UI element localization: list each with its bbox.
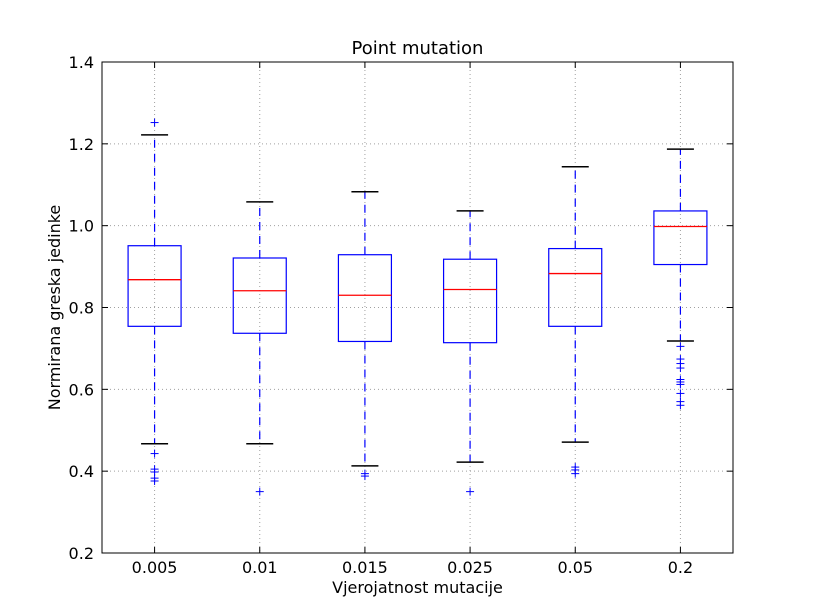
grid-lines bbox=[102, 62, 733, 553]
outlier-marker bbox=[676, 375, 685, 384]
boxes bbox=[127, 118, 708, 496]
iqr-box bbox=[232, 257, 287, 334]
y-tick-label: 0.2 bbox=[69, 544, 94, 563]
y-tick-label: 0.8 bbox=[69, 299, 94, 318]
x-tick-label: 0.2 bbox=[668, 558, 693, 577]
iqr-box bbox=[337, 254, 393, 343]
chart-title: Point mutation bbox=[352, 38, 484, 59]
outlier-marker bbox=[150, 118, 159, 127]
outlier-marker bbox=[571, 463, 580, 472]
box-group-0.015 bbox=[337, 190, 393, 481]
y-tick-label: 0.6 bbox=[69, 380, 94, 399]
outlier-marker bbox=[360, 469, 369, 478]
outlier-marker bbox=[676, 389, 685, 398]
x-tick-label: 0.05 bbox=[557, 558, 593, 577]
box-group-0.2 bbox=[653, 148, 708, 410]
outlier-marker bbox=[150, 449, 159, 458]
outlier-marker bbox=[255, 487, 264, 496]
y-axis-label: Normirana greska jedinke bbox=[45, 205, 64, 411]
iqr-box bbox=[127, 245, 182, 327]
box-group-0.005 bbox=[127, 118, 182, 485]
iqr-box bbox=[442, 258, 498, 344]
outlier-marker bbox=[676, 342, 685, 351]
box-group-0.025 bbox=[442, 210, 498, 496]
y-tick-label: 0.4 bbox=[69, 462, 94, 481]
box-group-0.01 bbox=[232, 201, 287, 496]
x-tick-label: 0.025 bbox=[447, 558, 493, 577]
iqr-box bbox=[653, 210, 708, 266]
y-tick-label: 1.2 bbox=[69, 135, 94, 154]
outlier-marker bbox=[150, 465, 159, 474]
outlier-marker bbox=[466, 487, 475, 496]
y-tick-label: 1.4 bbox=[69, 53, 94, 72]
y-tick-label: 1.0 bbox=[69, 217, 94, 236]
iqr-box bbox=[548, 247, 603, 327]
box-group-0.05 bbox=[548, 165, 603, 478]
x-axis-label: Vjerojatnost mutacije bbox=[332, 578, 503, 597]
x-tick-label: 0.015 bbox=[342, 558, 388, 577]
outlier-marker bbox=[676, 355, 685, 364]
x-tick-label: 0.01 bbox=[242, 558, 278, 577]
outlier-marker bbox=[676, 397, 685, 406]
x-tick-label: 0.005 bbox=[132, 558, 178, 577]
axis-ticks: 0.2 0.4 0.6 0.8 1.0 1.2 1.4 0.005 0.01 0.015 0.025… bbox=[69, 53, 733, 577]
